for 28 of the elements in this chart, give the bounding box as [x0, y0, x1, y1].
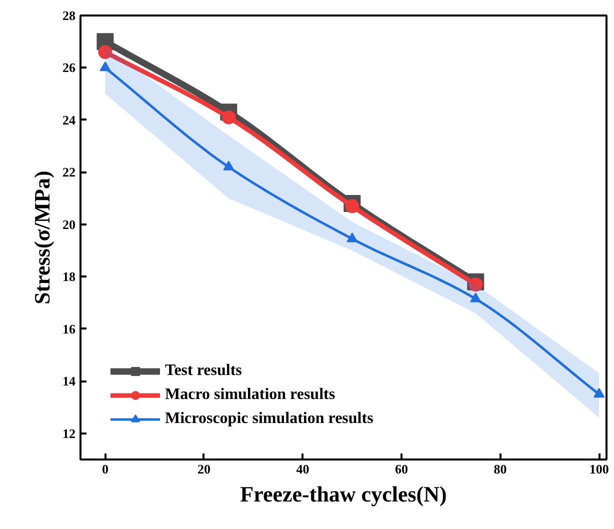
x-tick-label: 0	[102, 462, 108, 476]
point	[346, 232, 358, 242]
y-tick-label: 20	[62, 216, 76, 232]
y-tick-label: 22	[62, 164, 76, 180]
y-tick-label: 12	[62, 426, 76, 441]
y-tick-label: 18	[62, 269, 76, 284]
point	[345, 199, 360, 214]
point	[468, 278, 483, 292]
y-tick-label: 26	[62, 60, 76, 76]
legend-label: Microscopic simulation results	[165, 410, 374, 428]
x-tick-label: 100	[589, 462, 609, 476]
legend-label: Test results	[165, 362, 242, 380]
y-axis-title: Stress(σ/MPa)	[30, 170, 54, 304]
point	[470, 292, 482, 302]
point	[223, 160, 234, 170]
x-tick-label: 20	[197, 462, 210, 476]
y-tick-label: 16	[62, 321, 76, 336]
point	[222, 110, 236, 124]
point	[98, 45, 112, 60]
x-tick-label: 80	[494, 462, 507, 476]
y-tick-label: 24	[62, 112, 76, 128]
x-tick-label: 40	[296, 462, 310, 476]
x-tick-label: 60	[395, 462, 408, 476]
legend-label: Macro simulation results	[165, 386, 336, 404]
point	[594, 388, 605, 398]
y-tick-label: 14	[62, 374, 76, 389]
x-axis-title: Freeze-thaw cycles(N)	[240, 482, 447, 506]
y-tick-label: 28	[62, 8, 76, 23]
